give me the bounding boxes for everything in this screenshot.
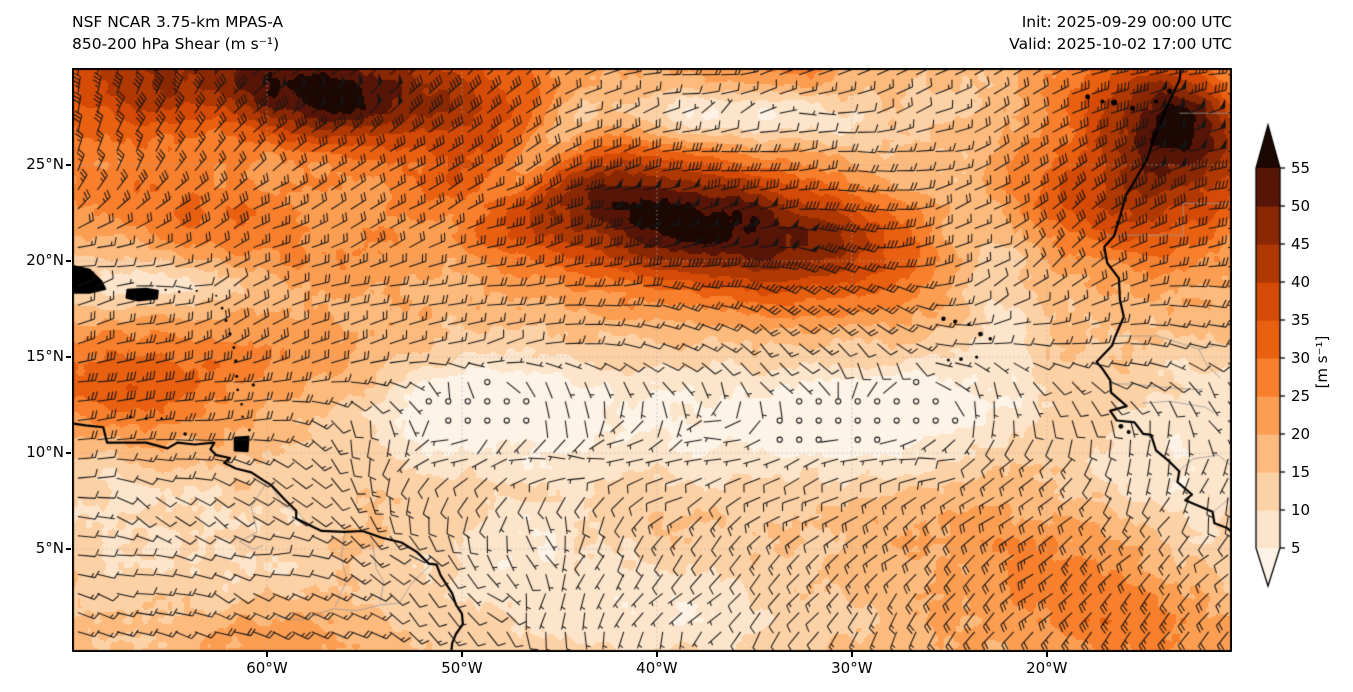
plot-title-line2: 850-200 hPa Shear (m s⁻¹) bbox=[72, 35, 280, 53]
valid-time-label: Valid: 2025-10-02 17:00 UTC bbox=[1009, 35, 1232, 53]
x-tick-label: 30°W bbox=[831, 659, 873, 677]
colorbar-unit-label: [m s⁻¹] bbox=[1313, 335, 1331, 389]
colorbar-tick-label: 40 bbox=[1291, 272, 1311, 291]
y-tick-label: 10°N bbox=[26, 443, 64, 462]
plot-title-line1: NSF NCAR 3.75-km MPAS-A bbox=[72, 13, 284, 31]
y-tick-mark bbox=[66, 164, 71, 166]
x-tick-label: 50°W bbox=[441, 659, 483, 677]
y-tick-mark bbox=[66, 452, 71, 454]
y-tick-label: 15°N bbox=[26, 347, 64, 366]
x-tick-label: 40°W bbox=[636, 659, 678, 677]
colorbar-tick-label: 20 bbox=[1291, 424, 1311, 443]
x-tick-label: 20°W bbox=[1026, 659, 1068, 677]
y-tick-mark bbox=[66, 260, 71, 262]
colorbar-tick-label: 5 bbox=[1291, 538, 1301, 557]
y-tick-mark bbox=[66, 548, 71, 550]
colorbar-tick-label: 45 bbox=[1291, 234, 1311, 253]
y-tick-mark bbox=[66, 356, 71, 358]
x-tick-mark bbox=[266, 652, 268, 657]
x-tick-mark bbox=[851, 652, 853, 657]
y-tick-label: 25°N bbox=[26, 155, 64, 173]
y-tick-label: 5°N bbox=[35, 539, 64, 558]
init-time-label: Init: 2025-09-29 00:00 UTC bbox=[1021, 13, 1232, 31]
shear-map-canvas bbox=[72, 68, 1232, 652]
colorbar-canvas bbox=[1250, 118, 1350, 603]
x-tick-mark bbox=[656, 652, 658, 657]
colorbar-tick-label: 30 bbox=[1291, 348, 1311, 367]
colorbar-tick-label: 35 bbox=[1291, 310, 1311, 329]
colorbar-tick-label: 10 bbox=[1291, 500, 1311, 519]
colorbar-tick-label: 50 bbox=[1291, 196, 1311, 215]
x-tick-mark bbox=[1046, 652, 1048, 657]
colorbar-tick-label: 15 bbox=[1291, 462, 1311, 481]
x-tick-label: 60°W bbox=[246, 659, 288, 677]
colorbar-tick-label: 25 bbox=[1291, 386, 1311, 405]
y-tick-label: 20°N bbox=[26, 251, 64, 270]
colorbar-tick-label: 55 bbox=[1291, 158, 1311, 177]
x-tick-mark bbox=[461, 652, 463, 657]
